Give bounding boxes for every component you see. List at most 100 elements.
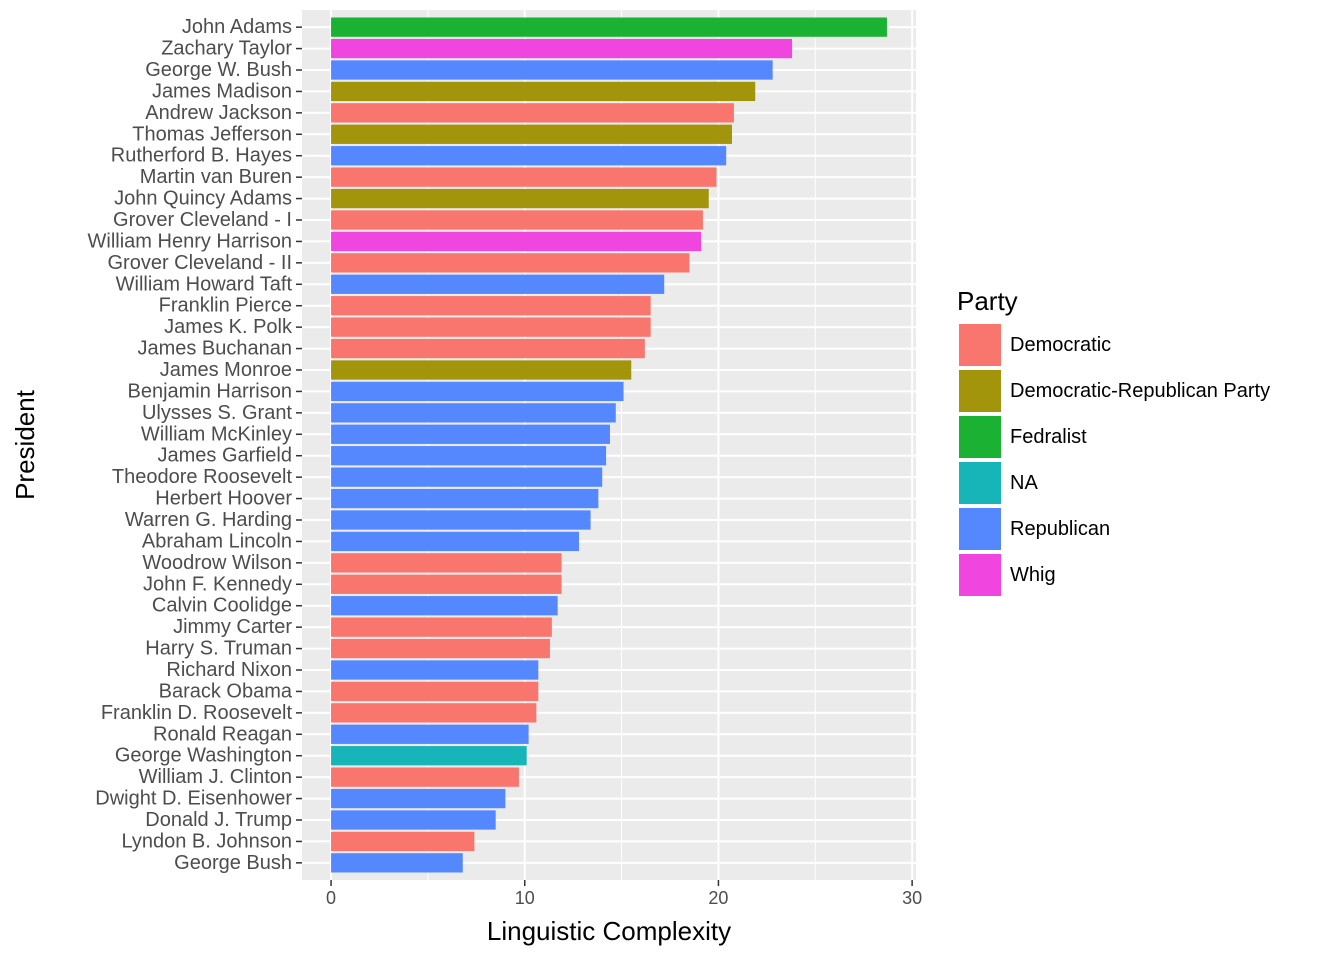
bar bbox=[331, 467, 603, 487]
y-tick-label: William J. Clinton bbox=[139, 766, 292, 788]
bar bbox=[331, 17, 887, 37]
legend-key bbox=[959, 416, 1001, 458]
y-tick-label: Thomas Jefferson bbox=[132, 123, 292, 145]
bar bbox=[331, 574, 562, 594]
bar bbox=[331, 810, 496, 830]
y-tick-label: John Quincy Adams bbox=[114, 188, 292, 210]
bar bbox=[331, 703, 537, 723]
y-tick-label: Zachary Taylor bbox=[161, 38, 292, 60]
bar bbox=[331, 510, 591, 530]
y-tick-label: Abraham Lincoln bbox=[142, 530, 292, 552]
bar bbox=[331, 767, 519, 787]
legend-key bbox=[959, 508, 1001, 550]
y-tick-label: Woodrow Wilson bbox=[142, 552, 292, 574]
y-axis-title: President bbox=[10, 389, 40, 500]
y-tick-label: Calvin Coolidge bbox=[152, 595, 292, 617]
bar bbox=[331, 360, 632, 380]
legend-title: Party bbox=[957, 286, 1018, 316]
x-tick-label: 0 bbox=[326, 888, 336, 908]
y-tick-label: Ronald Reagan bbox=[153, 723, 292, 745]
bar bbox=[331, 381, 624, 402]
legend-label: Democratic bbox=[1010, 334, 1111, 356]
y-tick-label: George Bush bbox=[174, 852, 292, 874]
bar bbox=[331, 660, 539, 680]
y-tick-label: George Washington bbox=[115, 745, 292, 767]
x-tick-label: 10 bbox=[515, 888, 535, 908]
legend-key bbox=[959, 554, 1001, 596]
y-tick-label: Jimmy Carter bbox=[173, 616, 292, 638]
bar bbox=[331, 424, 610, 444]
bar bbox=[331, 403, 616, 423]
y-tick-label: Harry S. Truman bbox=[145, 638, 292, 660]
bar bbox=[331, 103, 734, 123]
y-tick-label: Donald J. Trump bbox=[145, 809, 292, 831]
bar bbox=[331, 681, 539, 702]
y-tick-label: James Madison bbox=[152, 80, 292, 102]
bar bbox=[331, 210, 703, 230]
bar bbox=[331, 617, 552, 637]
bar bbox=[331, 81, 756, 102]
bar bbox=[331, 338, 645, 359]
y-tick-label: James K. Polk bbox=[164, 316, 293, 338]
y-tick-label: John F. Kennedy bbox=[143, 573, 292, 595]
bar bbox=[331, 724, 529, 744]
bar bbox=[331, 124, 732, 144]
y-tick-label: Franklin D. Roosevelt bbox=[101, 702, 293, 724]
y-tick-label: William McKinley bbox=[141, 423, 292, 445]
bar bbox=[331, 188, 709, 209]
x-tick-label: 30 bbox=[902, 888, 922, 908]
bar bbox=[331, 638, 550, 659]
bar bbox=[331, 296, 651, 316]
y-tick-label: George W. Bush bbox=[145, 59, 292, 81]
legend-label: Republican bbox=[1010, 518, 1110, 540]
y-tick-label: Lyndon B. Johnson bbox=[122, 830, 293, 852]
y-tick-label: Dwight D. Eisenhower bbox=[95, 788, 292, 810]
bar bbox=[331, 146, 727, 166]
y-tick-label: Benjamin Harrison bbox=[127, 380, 292, 402]
bar bbox=[331, 446, 607, 466]
y-tick-label: James Garfield bbox=[158, 445, 293, 467]
legend-key bbox=[959, 370, 1001, 412]
bar bbox=[331, 274, 665, 294]
bar bbox=[331, 38, 793, 59]
y-tick-label: Franklin Pierce bbox=[159, 295, 292, 317]
y-tick-label: Grover Cleveland - I bbox=[113, 209, 292, 231]
y-tick-label: James Buchanan bbox=[137, 338, 292, 360]
y-tick-label: Barack Obama bbox=[159, 680, 293, 702]
y-tick-label: Herbert Hoover bbox=[155, 488, 292, 510]
x-axis: 0 10 20 30 bbox=[326, 880, 922, 908]
bar bbox=[331, 788, 506, 809]
x-axis-title: Linguistic Complexity bbox=[487, 916, 731, 946]
legend-label: Whig bbox=[1010, 564, 1056, 586]
bar bbox=[331, 553, 562, 573]
legend-key bbox=[959, 324, 1001, 366]
y-tick-label: Theodore Roosevelt bbox=[112, 466, 293, 488]
bar bbox=[331, 831, 475, 852]
bar bbox=[331, 531, 579, 552]
bar bbox=[331, 253, 690, 273]
y-tick-label: Andrew Jackson bbox=[145, 102, 292, 124]
bar bbox=[331, 60, 773, 80]
y-tick-label: William Henry Harrison bbox=[88, 230, 292, 252]
bars bbox=[331, 17, 887, 873]
bar bbox=[331, 853, 463, 873]
legend: Party Democratic Democratic-Republican Pa… bbox=[957, 286, 1270, 596]
y-tick-label: Rutherford B. Hayes bbox=[111, 145, 292, 167]
y-tick-label: John Adams bbox=[182, 16, 292, 38]
y-tick-label: James Monroe bbox=[160, 359, 292, 381]
bar bbox=[331, 317, 651, 337]
legend-label: NA bbox=[1010, 472, 1038, 494]
bar bbox=[331, 596, 558, 616]
bar bbox=[331, 746, 527, 766]
legend-label: Fedralist bbox=[1010, 426, 1087, 448]
y-tick-label: William Howard Taft bbox=[116, 273, 293, 295]
y-tick-label: Richard Nixon bbox=[166, 659, 292, 681]
legend-key bbox=[959, 462, 1001, 504]
y-tick-label: Warren G. Harding bbox=[125, 509, 292, 531]
bar bbox=[331, 488, 599, 509]
bar bbox=[331, 167, 717, 187]
x-tick-label: 20 bbox=[708, 888, 728, 908]
y-tick-label: Martin van Buren bbox=[140, 166, 292, 188]
